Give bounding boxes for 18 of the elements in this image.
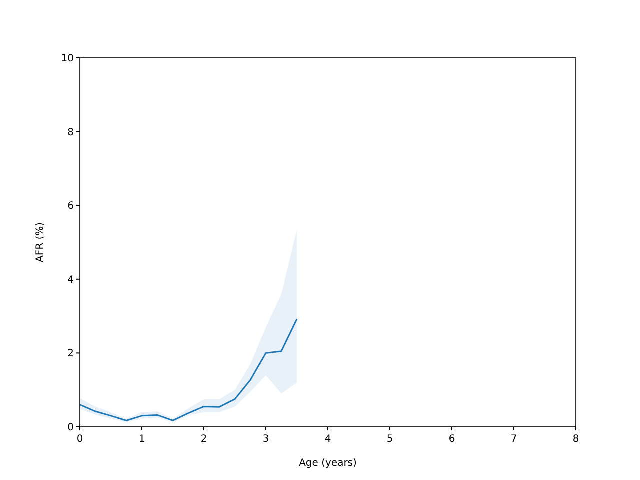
x-tick-label: 4 (324, 434, 332, 445)
x-tick-label: 0 (76, 434, 84, 445)
y-tick-label: 0 (68, 422, 74, 434)
x-tick-label: 3 (262, 434, 270, 445)
y-tick-label: 10 (61, 54, 74, 64)
x-axis-title: Age (years) (299, 458, 358, 469)
y-axis-title: AFR (%) (35, 222, 46, 263)
x-tick-label: 8 (572, 434, 580, 445)
x-tick-label: 5 (386, 434, 394, 445)
y-tick-label: 4 (68, 274, 74, 286)
y-tick-label: 6 (68, 201, 74, 212)
y-tick-label: 8 (68, 127, 74, 138)
x-tick-label: 1 (138, 434, 146, 445)
x-tick-label: 7 (510, 434, 518, 445)
y-tick-label: 2 (68, 348, 74, 360)
line-series (79, 318, 298, 422)
x-tick-label: 2 (200, 434, 208, 445)
x-tick-label: 6 (448, 434, 456, 445)
